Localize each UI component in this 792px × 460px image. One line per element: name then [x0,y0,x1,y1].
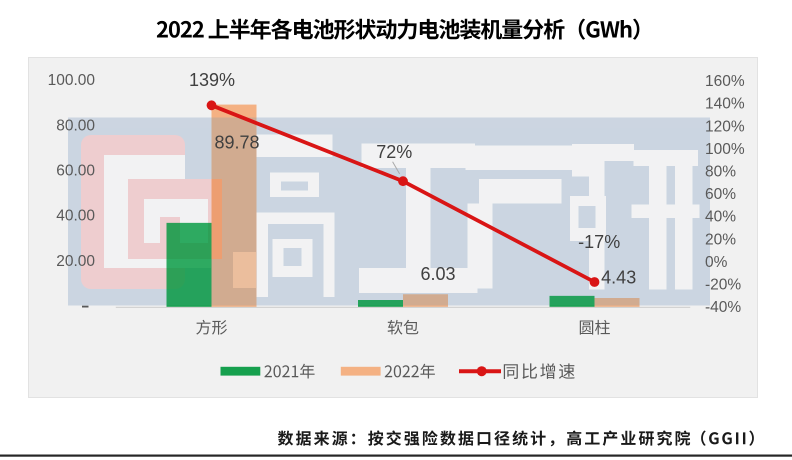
svg-text:20.00: 20.00 [56,253,95,270]
svg-text:-40%: -40% [705,299,741,316]
svg-text:-20%: -20% [705,277,741,294]
svg-text:60.00: 60.00 [56,163,95,180]
svg-text:139%: 139% [189,70,235,90]
svg-text:40.00: 40.00 [56,208,95,225]
svg-text:6.03: 6.03 [420,264,455,284]
svg-text:60%: 60% [705,186,736,203]
svg-text:0%: 0% [705,254,728,271]
svg-text:140%: 140% [705,96,745,113]
svg-text:89.78: 89.78 [214,133,259,153]
svg-text:-17%: -17% [578,232,620,252]
svg-text:80.00: 80.00 [56,117,95,134]
svg-text:80%: 80% [705,164,736,181]
svg-text:20%: 20% [705,231,736,248]
svg-text:72%: 72% [376,142,412,162]
svg-text:100%: 100% [705,141,745,158]
svg-text:160%: 160% [705,73,745,90]
svg-text:40%: 40% [705,209,736,226]
svg-text:100.00: 100.00 [48,72,96,89]
svg-text:120%: 120% [705,118,745,135]
svg-text:4.43: 4.43 [601,267,636,287]
